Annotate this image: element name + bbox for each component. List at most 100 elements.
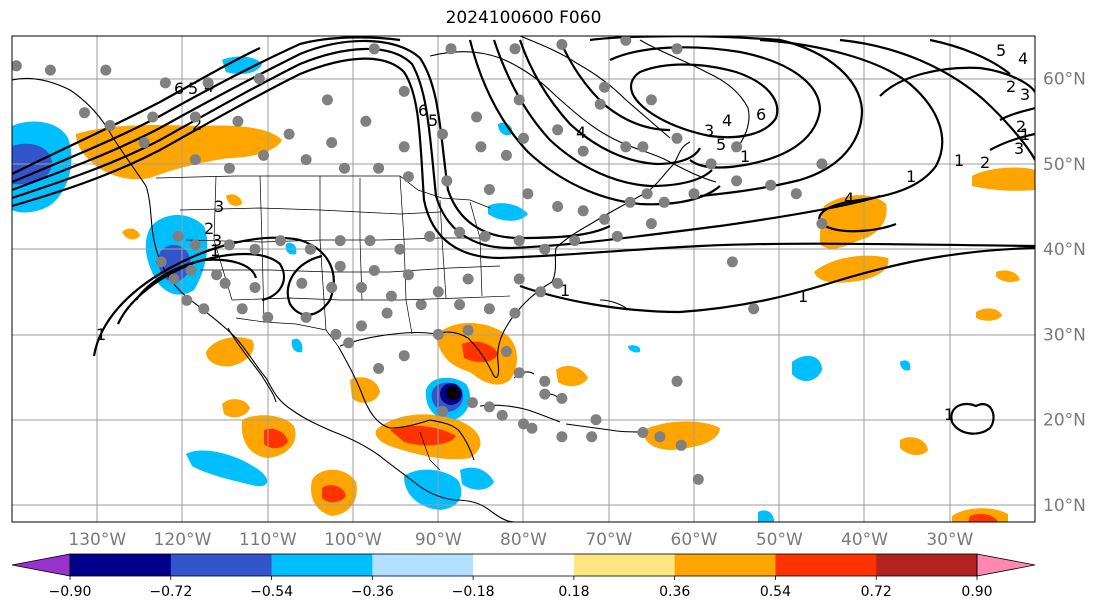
contour-label: 6 (756, 105, 766, 124)
station-marker (296, 277, 308, 289)
station-marker (181, 294, 193, 306)
station-marker (731, 141, 743, 153)
station-marker (675, 439, 687, 451)
colorbar-level-label: −0.90 (49, 584, 92, 600)
longitude-tick-label: 120°W (154, 530, 212, 550)
station-marker (326, 137, 338, 149)
station-marker (637, 141, 649, 153)
station-marker (368, 43, 380, 55)
station-marker (513, 235, 525, 247)
colorbar-segment (372, 554, 474, 576)
station-marker (526, 422, 538, 434)
station-marker (232, 115, 244, 127)
positive-anomaly-core (264, 428, 288, 449)
station-marker (189, 239, 201, 251)
station-marker (496, 409, 508, 421)
station-marker (535, 286, 547, 298)
station-marker (155, 256, 167, 268)
station-marker (483, 184, 495, 195)
colorbar-segment (775, 554, 877, 576)
latitude-tick-label: 20°N (1043, 411, 1086, 431)
station-marker (258, 149, 269, 161)
negative-anomaly-area (498, 122, 513, 136)
negative-anomaly-area (792, 355, 822, 382)
station-marker (185, 265, 197, 276)
station-marker (334, 260, 346, 272)
station-marker (202, 77, 214, 89)
station-marker (556, 431, 568, 443)
station-marker (432, 328, 444, 340)
colorbar-level-label: −0.72 (149, 584, 192, 600)
station-marker (373, 363, 385, 374)
positive-anomaly-area (996, 270, 1020, 283)
station-marker (556, 39, 568, 50)
colorbar-segment (573, 554, 676, 576)
station-marker (594, 98, 606, 110)
station-marker (236, 303, 248, 315)
positive-anomaly-core (390, 425, 456, 446)
station-marker (398, 350, 410, 362)
colorbar-level-label: −0.18 (452, 584, 495, 600)
negative-anomaly-area (460, 467, 494, 490)
contour-label: 5 (996, 41, 1006, 60)
station-marker (471, 111, 483, 123)
contour-label: 2 (204, 219, 214, 238)
station-marker (304, 243, 316, 255)
colorbar-level-label: 0.18 (558, 584, 589, 600)
station-marker (466, 397, 478, 409)
station-marker (454, 226, 466, 238)
contour-label: 3 (1014, 139, 1024, 158)
colorbar-segment (473, 554, 575, 576)
contour-label: 5 (188, 79, 198, 98)
station-marker (641, 188, 653, 200)
colorbar-level-label: 0.90 (961, 584, 992, 600)
colorbar-level-label: −0.54 (250, 584, 293, 600)
negative-anomaly-area (488, 203, 528, 221)
contour-label: 1 (560, 281, 570, 300)
station-marker (790, 188, 802, 200)
positive-anomaly-area (226, 194, 242, 206)
station-marker (671, 43, 683, 55)
station-marker (577, 145, 589, 157)
station-marker (368, 265, 380, 276)
station-marker (671, 375, 683, 387)
latitude-tick-label: 40°N (1043, 240, 1086, 260)
station-marker (518, 132, 529, 144)
station-marker (731, 175, 743, 187)
station-marker (275, 235, 286, 247)
contour-label: 2 (1016, 117, 1026, 136)
station-marker (402, 269, 414, 281)
contour-label: 1 (210, 241, 220, 260)
contour-label: 1 (954, 151, 964, 170)
hurricane-eye (446, 386, 460, 400)
station-marker (692, 473, 704, 485)
station-marker (437, 405, 448, 417)
station-marker (688, 188, 700, 200)
station-marker (321, 94, 333, 106)
station-marker (198, 303, 210, 315)
station-marker (189, 111, 201, 123)
station-marker (432, 286, 444, 298)
station-marker (590, 414, 602, 426)
colorbar-segment (876, 554, 978, 576)
colorbar-segment (170, 554, 273, 576)
station-marker (539, 388, 551, 400)
station-marker (539, 375, 551, 387)
positive-anomaly-area (122, 228, 140, 240)
station-marker (445, 43, 457, 55)
negative-anomaly-area (404, 469, 462, 510)
contour-labels: 6 5 4 3 2 1 6 5 4 3 2 1 1 2 4 1 1 3 4 1 … (96, 41, 1030, 424)
negative-anomaly-area (222, 56, 262, 74)
station-marker (381, 307, 393, 319)
station-marker (658, 196, 670, 208)
contour-label: 3 (704, 121, 714, 140)
station-marker (599, 213, 610, 225)
longitude-tick-label: 40°W (841, 530, 888, 550)
station-marker (104, 120, 116, 131)
station-marker (671, 132, 683, 144)
positive-anomaly-area (556, 365, 588, 387)
positive-anomaly-area (222, 399, 250, 418)
negative-anomaly-area (628, 345, 641, 353)
station-marker (705, 158, 717, 170)
station-marker (765, 179, 777, 191)
